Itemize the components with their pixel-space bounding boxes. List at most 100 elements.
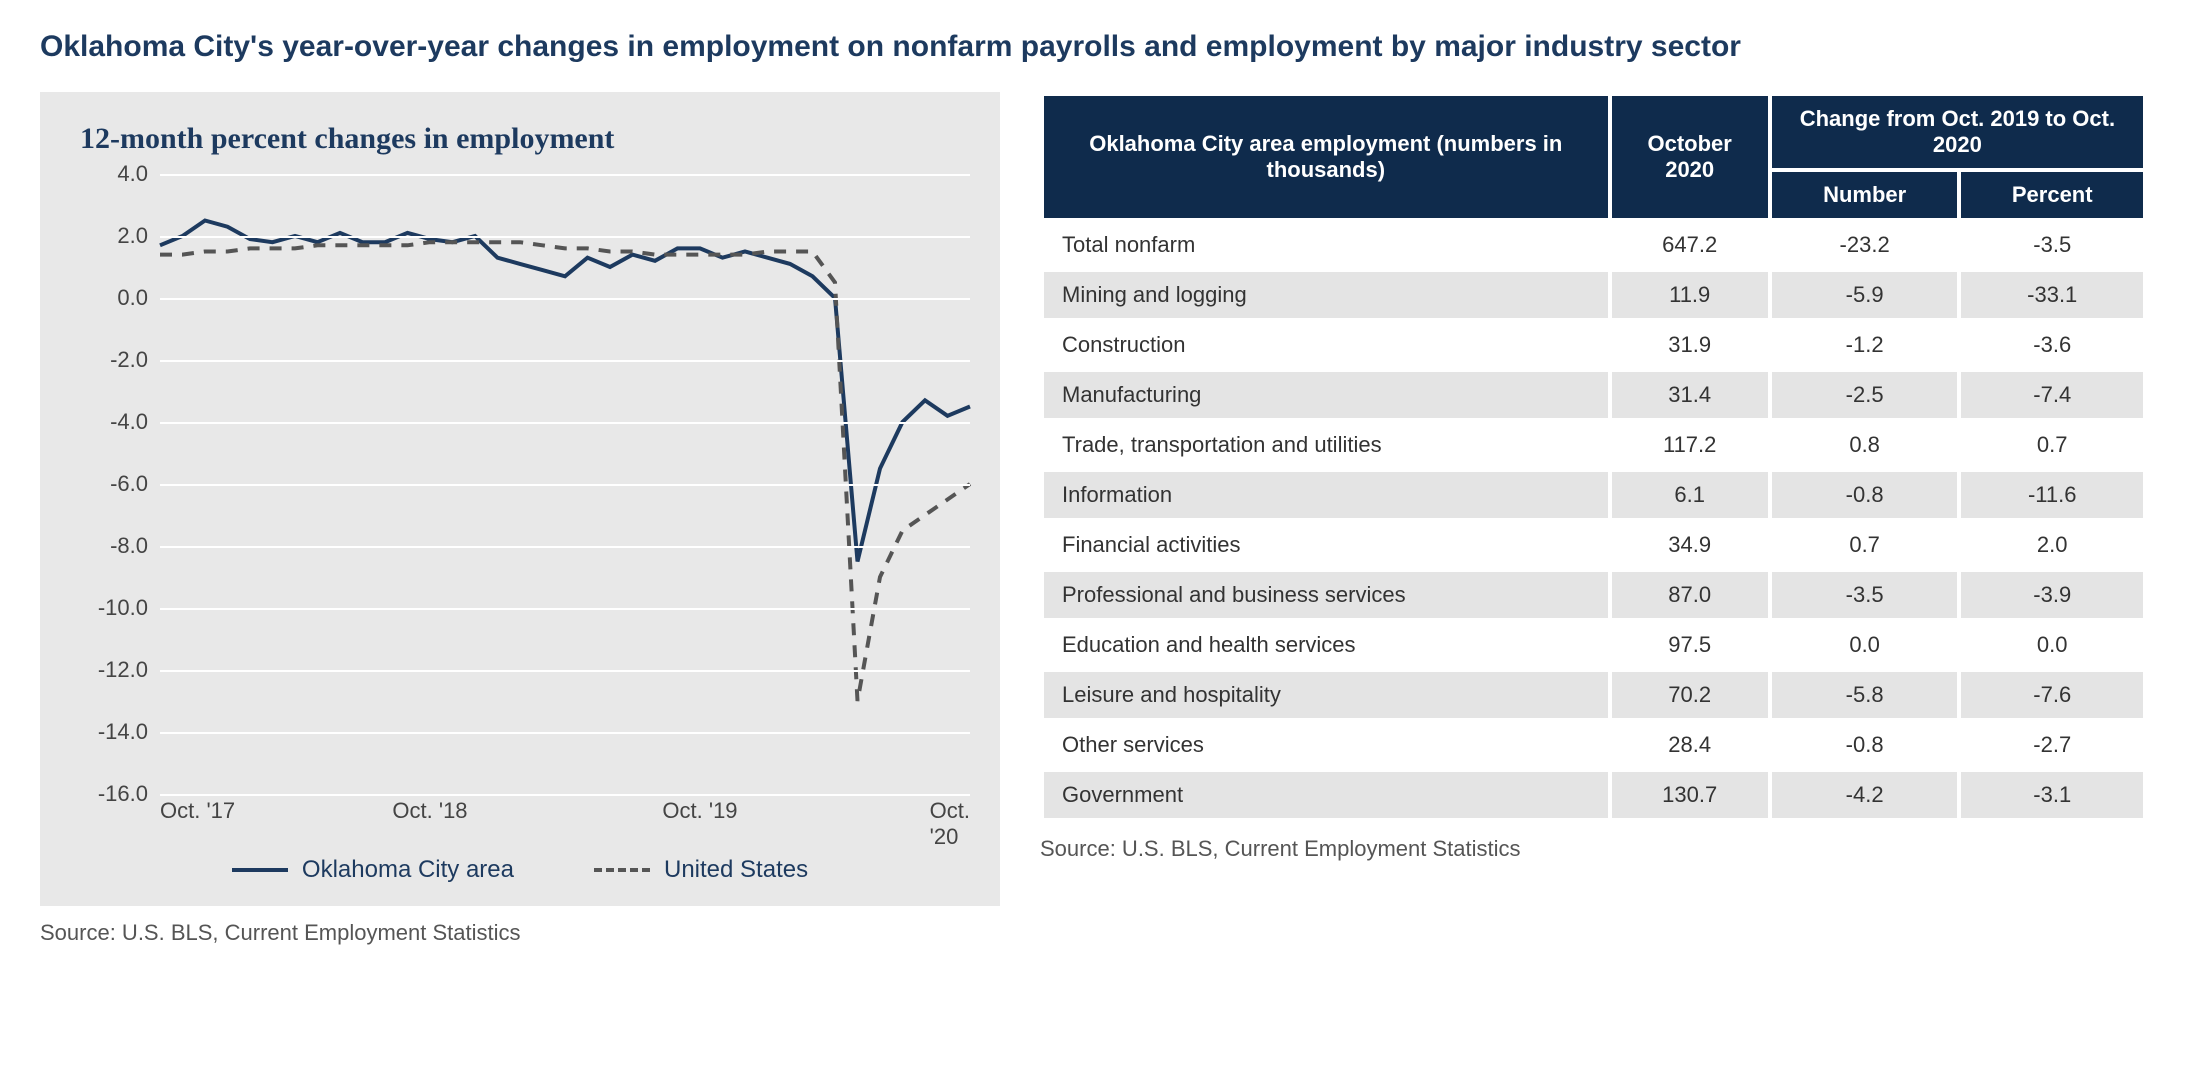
- y-axis: 4.02.00.0-2.0-4.0-6.0-8.0-10.0-12.0-14.0…: [70, 174, 160, 794]
- chart-panel: 12-month percent changes in employment 4…: [40, 92, 1000, 946]
- col-header-oct2020: October 2020: [1612, 96, 1768, 218]
- series-line: [160, 221, 970, 562]
- y-tick-label: 2.0: [117, 223, 148, 249]
- x-tick-label: Oct. '17: [160, 798, 235, 824]
- cell-label: Construction: [1044, 322, 1608, 368]
- cell-oct2020: 34.9: [1612, 522, 1768, 568]
- cell-percent: -7.6: [1961, 672, 2143, 718]
- x-tick-label: Oct. '20: [930, 798, 970, 850]
- cell-number: -0.8: [1772, 472, 1958, 518]
- gridline: [160, 732, 970, 734]
- gridline: [160, 422, 970, 424]
- gridline: [160, 360, 970, 362]
- cell-oct2020: 97.5: [1612, 622, 1768, 668]
- table-row: Mining and logging11.9-5.9-33.1: [1044, 272, 2143, 318]
- col-header-percent: Percent: [1961, 172, 2143, 218]
- cell-label: Government: [1044, 772, 1608, 818]
- cell-oct2020: 6.1: [1612, 472, 1768, 518]
- gridline: [160, 670, 970, 672]
- page-title: Oklahoma City's year-over-year changes i…: [40, 30, 2147, 64]
- employment-table: Oklahoma City area employment (numbers i…: [1040, 92, 2147, 822]
- legend-item-okc: Oklahoma City area: [232, 856, 514, 884]
- y-tick-label: 4.0: [117, 161, 148, 187]
- cell-number: 0.8: [1772, 422, 1958, 468]
- cell-number: -5.9: [1772, 272, 1958, 318]
- cell-percent: -7.4: [1961, 372, 2143, 418]
- cell-percent: -2.7: [1961, 722, 2143, 768]
- x-tick-label: Oct. '19: [662, 798, 737, 824]
- content-row: 12-month percent changes in employment 4…: [40, 92, 2147, 946]
- cell-label: Manufacturing: [1044, 372, 1608, 418]
- legend-swatch-solid: [232, 868, 288, 872]
- table-row: Other services28.4-0.8-2.7: [1044, 722, 2143, 768]
- cell-label: Professional and business services: [1044, 572, 1608, 618]
- gridline: [160, 546, 970, 548]
- cell-oct2020: 28.4: [1612, 722, 1768, 768]
- gridline: [160, 608, 970, 610]
- gridline: [160, 236, 970, 238]
- table-row: Education and health services97.50.00.0: [1044, 622, 2143, 668]
- cell-percent: -3.6: [1961, 322, 2143, 368]
- chart-plot: [160, 174, 970, 794]
- cell-number: -4.2: [1772, 772, 1958, 818]
- cell-percent: -3.5: [1961, 222, 2143, 268]
- y-tick-label: 0.0: [117, 285, 148, 311]
- cell-number: -0.8: [1772, 722, 1958, 768]
- table-row: Total nonfarm647.2-23.2-3.5: [1044, 222, 2143, 268]
- cell-oct2020: 647.2: [1612, 222, 1768, 268]
- gridline: [160, 794, 970, 796]
- cell-number: -5.8: [1772, 672, 1958, 718]
- table-row: Government130.7-4.2-3.1: [1044, 772, 2143, 818]
- cell-label: Financial activities: [1044, 522, 1608, 568]
- table-row: Information6.1-0.8-11.6: [1044, 472, 2143, 518]
- cell-label: Total nonfarm: [1044, 222, 1608, 268]
- table-row: Construction31.9-1.2-3.6: [1044, 322, 2143, 368]
- table-row: Leisure and hospitality70.2-5.8-7.6: [1044, 672, 2143, 718]
- cell-percent: 0.0: [1961, 622, 2143, 668]
- legend-swatch-dashed: [594, 868, 650, 872]
- y-tick-label: -4.0: [110, 409, 148, 435]
- y-tick-label: -14.0: [98, 719, 148, 745]
- cell-label: Other services: [1044, 722, 1608, 768]
- chart-title: 12-month percent changes in employment: [80, 122, 970, 156]
- col-header-change-group: Change from Oct. 2019 to Oct. 2020: [1772, 96, 2143, 168]
- table-row: Financial activities34.90.72.0: [1044, 522, 2143, 568]
- cell-label: Leisure and hospitality: [1044, 672, 1608, 718]
- cell-percent: 2.0: [1961, 522, 2143, 568]
- table-row: Trade, transportation and utilities117.2…: [1044, 422, 2143, 468]
- cell-oct2020: 130.7: [1612, 772, 1768, 818]
- cell-oct2020: 70.2: [1612, 672, 1768, 718]
- x-tick-label: Oct. '18: [392, 798, 467, 824]
- col-header-area: Oklahoma City area employment (numbers i…: [1044, 96, 1608, 218]
- chart-legend: Oklahoma City area United States: [70, 856, 970, 884]
- cell-label: Trade, transportation and utilities: [1044, 422, 1608, 468]
- cell-percent: 0.7: [1961, 422, 2143, 468]
- cell-label: Education and health services: [1044, 622, 1608, 668]
- table-row: Professional and business services87.0 -3…: [1044, 572, 2143, 618]
- table-source: Source: U.S. BLS, Current Employment Sta…: [1040, 836, 2147, 862]
- y-tick-label: -2.0: [110, 347, 148, 373]
- cell-number: -23.2: [1772, 222, 1958, 268]
- legend-item-us: United States: [594, 856, 808, 884]
- gridline: [160, 298, 970, 300]
- gridline: [160, 174, 970, 176]
- cell-number: -2.5: [1772, 372, 1958, 418]
- cell-oct2020: 31.9: [1612, 322, 1768, 368]
- cell-percent: -11.6: [1961, 472, 2143, 518]
- y-tick-label: -16.0: [98, 781, 148, 807]
- col-header-number: Number: [1772, 172, 1958, 218]
- cell-oct2020: 11.9: [1612, 272, 1768, 318]
- cell-label: Information: [1044, 472, 1608, 518]
- chart-area: 4.02.00.0-2.0-4.0-6.0-8.0-10.0-12.0-14.0…: [70, 174, 970, 794]
- gridline: [160, 484, 970, 486]
- cell-number: 0.0: [1772, 622, 1958, 668]
- y-tick-label: -6.0: [110, 471, 148, 497]
- y-tick-label: -8.0: [110, 533, 148, 559]
- cell-percent: -3.9: [1961, 572, 2143, 618]
- legend-label: Oklahoma City area: [302, 856, 514, 884]
- x-axis: Oct. '17Oct. '18Oct. '19Oct. '20: [160, 798, 970, 828]
- cell-label: Mining and logging: [1044, 272, 1608, 318]
- cell-oct2020: 87.0: [1612, 572, 1768, 618]
- cell-percent: -3.1: [1961, 772, 2143, 818]
- cell-oct2020: 31.4: [1612, 372, 1768, 418]
